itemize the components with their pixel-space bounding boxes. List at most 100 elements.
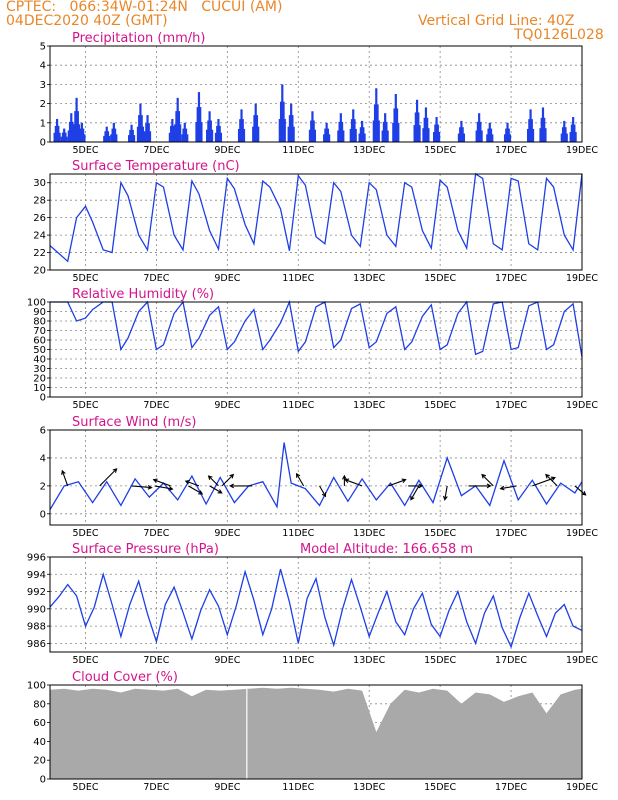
precip-bar <box>179 124 182 142</box>
temp-series-line <box>49 172 583 263</box>
precip-bar <box>130 124 133 142</box>
precip-bar <box>53 132 56 142</box>
precip-bar <box>170 125 173 142</box>
precip-bar <box>73 124 76 142</box>
precip-bar <box>340 121 344 142</box>
temp-x-tick-label: 19DEC <box>566 273 598 284</box>
temp-y-tick-label: 22 <box>33 248 46 259</box>
precip-bar <box>148 131 152 142</box>
precip-bar <box>239 119 242 142</box>
precip-bar <box>255 115 259 142</box>
precip-bar <box>395 108 399 142</box>
wind-vector <box>154 485 174 491</box>
precip-bar <box>111 128 114 142</box>
precip-bar <box>197 92 201 142</box>
precip-y-tick-label: 5 <box>40 42 46 53</box>
precip-bar <box>196 107 199 142</box>
precip-bar <box>308 129 312 142</box>
precip-bar <box>143 131 147 142</box>
rh-title: Relative Humidity (%) <box>72 287 214 302</box>
precip-bar <box>361 120 364 142</box>
precip-bar <box>70 113 73 142</box>
wind-x-tick-label: 15DEC <box>424 528 456 539</box>
cloud-x-tick-label: 5DEC <box>72 782 98 793</box>
precip-bar <box>206 129 209 142</box>
temp-x-tick-label: 13DEC <box>353 273 385 284</box>
precip-bar <box>110 134 113 142</box>
wind-vector <box>131 484 153 490</box>
precip-bar <box>569 132 572 142</box>
cloud-title: Cloud Cover (%) <box>72 670 178 685</box>
precip-frame <box>49 45 583 143</box>
precip-bar <box>325 122 328 142</box>
temp-y-tick-label: 28 <box>33 196 46 207</box>
precip-bar <box>313 129 317 142</box>
temp-y-tick-label: 24 <box>33 231 46 242</box>
temp-x-tick-label: 17DEC <box>495 273 527 284</box>
precip-bar <box>60 136 63 142</box>
wind-vector <box>410 485 420 501</box>
rh-x-tick-label: 7DEC <box>143 400 169 411</box>
precip-bar <box>174 124 177 142</box>
precip-bar <box>462 133 465 142</box>
wind-vector <box>388 478 407 487</box>
precip-bar <box>103 135 106 142</box>
precip-bar <box>242 128 246 142</box>
wind-vector <box>442 485 448 501</box>
wind-vector <box>481 473 494 487</box>
precip-bar <box>129 129 132 142</box>
precip-bar <box>486 134 489 142</box>
precip-bar <box>83 134 86 142</box>
precip-bar <box>281 84 284 142</box>
precip-bar <box>208 111 211 142</box>
precip-bar <box>397 122 400 142</box>
wind-vector <box>61 469 69 487</box>
cloud-area <box>50 687 582 779</box>
precip-bar <box>489 128 493 142</box>
temp-title: Surface Temperature (nC) <box>72 159 240 174</box>
pressure-y-tick-label: 990 <box>27 604 46 615</box>
wind-vector <box>319 485 327 498</box>
precip-bar <box>529 109 532 142</box>
precip-bar <box>326 128 329 142</box>
precip-y-tick-label: 2 <box>40 99 46 110</box>
precip-bar <box>140 115 143 142</box>
precip-bar <box>312 120 315 142</box>
precip-bar <box>237 128 241 142</box>
precip-bar <box>457 133 461 142</box>
precip-bar <box>358 133 361 142</box>
precip-bar <box>540 117 543 142</box>
precip-x-tick-label: 5DEC <box>72 145 98 156</box>
wind-vector <box>188 485 204 495</box>
precip-bar <box>436 124 439 142</box>
precip-bar <box>147 123 150 142</box>
precip-bar <box>386 130 389 142</box>
precip-bar <box>323 134 326 142</box>
run-date: 04DEC2020 40Z (GMT) <box>6 13 168 29</box>
wind-vector <box>209 485 223 494</box>
precip-bar <box>132 135 136 142</box>
pressure-y-tick-label: 986 <box>27 639 46 650</box>
precip-bar <box>75 97 78 142</box>
temp-x-tick-label: 11DEC <box>282 273 314 284</box>
precip-bar <box>71 121 74 142</box>
precip-bar <box>324 128 327 142</box>
precip-bar <box>127 135 131 142</box>
wind-x-tick-label: 19DEC <box>566 528 598 539</box>
precip-bar <box>385 121 388 142</box>
precip-bar <box>328 134 331 142</box>
pressure-y-tick-label: 996 <box>27 553 46 564</box>
cloud-x-tick-label: 13DEC <box>353 782 385 793</box>
precip-bar <box>252 126 255 142</box>
precip-bar <box>288 115 292 142</box>
precip-bar <box>427 128 430 142</box>
precip-bar <box>565 133 568 142</box>
precip-bar <box>55 118 59 142</box>
precip-bar <box>113 128 117 142</box>
pressure-y-tick-label: 994 <box>27 570 46 581</box>
wind-vector <box>152 478 171 487</box>
pressure-frame <box>49 556 583 653</box>
precip-bar <box>210 129 214 142</box>
precip-bar <box>352 109 355 142</box>
